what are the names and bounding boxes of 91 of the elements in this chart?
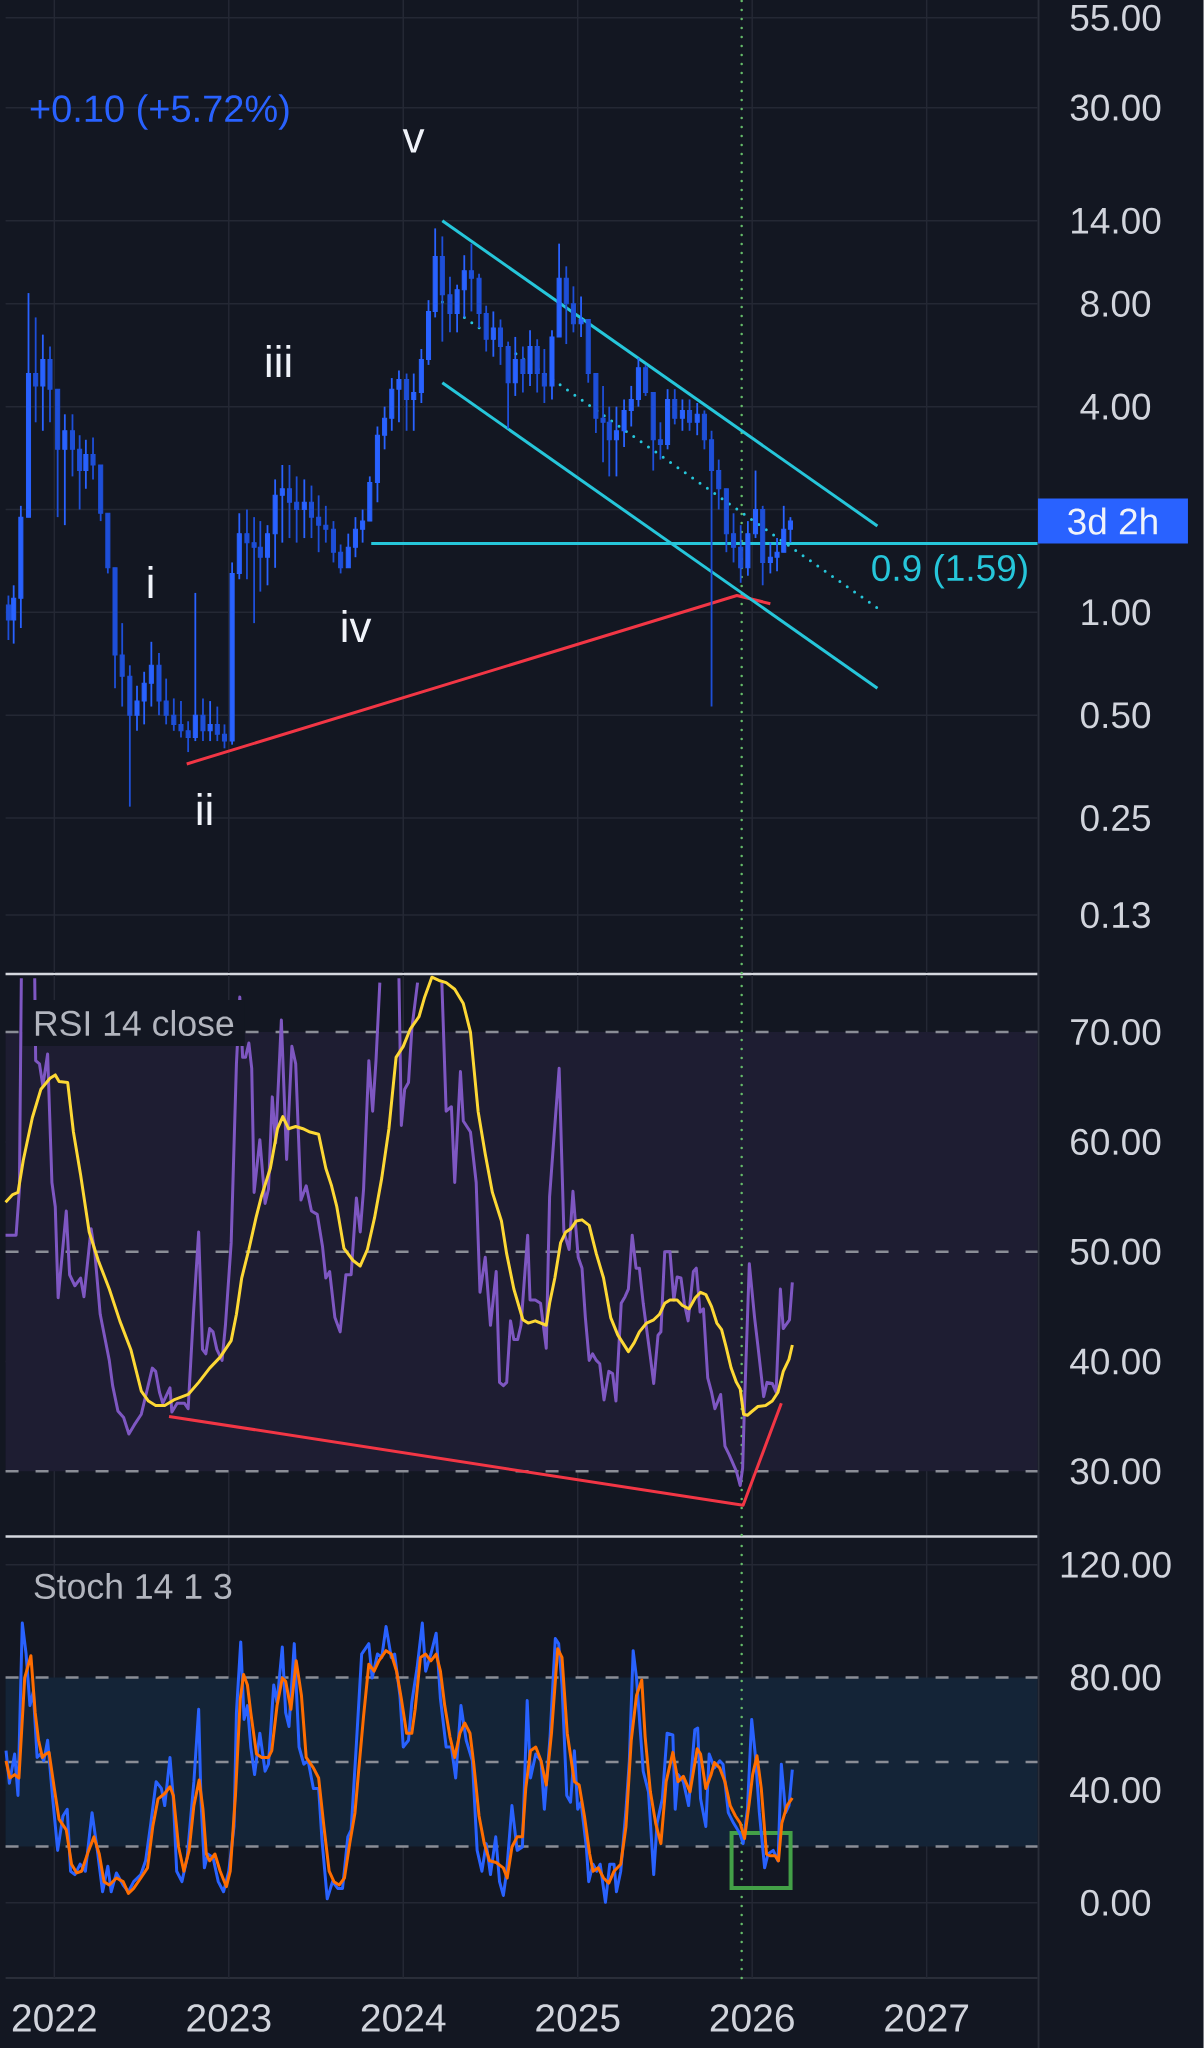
- candlestick: [353, 516, 359, 559]
- y-tick-label: 70.00: [1071, 1018, 1161, 1046]
- text: RSI 14 close: [36, 1009, 234, 1037]
- candlestick: [491, 310, 497, 358]
- candlestick: [520, 345, 526, 394]
- y-tick-label: 30.00: [1070, 1458, 1161, 1485]
- candlestick: [90, 436, 96, 481]
- y-tick-label: 60.00: [1071, 1128, 1161, 1156]
- candlestick: [454, 283, 460, 334]
- candlestick: [680, 398, 686, 432]
- candlestick: [628, 385, 634, 428]
- annotation: iii: [267, 345, 291, 377]
- x-tick-label: 2027: [885, 2004, 969, 2032]
- y-tick-label: 0.00: [1081, 1889, 1151, 1916]
- candlestick: [345, 532, 352, 569]
- candlestick: [512, 336, 519, 397]
- candlestick: [119, 622, 125, 708]
- y-tick-label: 0.13: [1081, 901, 1151, 929]
- y-tick-label: 120.00: [1062, 1551, 1171, 1578]
- candlestick: [658, 421, 664, 461]
- candlestick: [614, 405, 620, 478]
- candlestick: [316, 494, 322, 554]
- candlestick: [672, 388, 678, 426]
- text: 3d 2h: [1068, 507, 1158, 535]
- candlestick: [461, 254, 468, 319]
- y-tick-label: 1.00: [1082, 599, 1151, 626]
- text: +0.10 (+5.72%): [31, 94, 289, 130]
- candlestick: [731, 512, 737, 564]
- text: Stoch 14 1 3: [34, 1572, 232, 1600]
- candlestick: [716, 458, 722, 511]
- y-tick-label: 0.50: [1081, 702, 1151, 729]
- candlestick: [694, 402, 700, 437]
- candlestick: [338, 543, 344, 575]
- y-tick-label: 50.00: [1070, 1238, 1161, 1265]
- y-tick-label: 30.00: [1070, 94, 1161, 121]
- candlestick: [738, 524, 744, 584]
- candlestick: [309, 484, 315, 539]
- candlestick: [360, 508, 366, 544]
- candlestick: [62, 413, 68, 527]
- candlestick: [411, 372, 417, 432]
- annotation: ii: [197, 793, 212, 825]
- x-tick-label: 2023: [187, 2004, 271, 2032]
- candlestick: [207, 700, 213, 742]
- candlestick: [323, 504, 329, 544]
- y-tick-label: 14.00: [1072, 207, 1161, 234]
- candlestick: [788, 516, 794, 544]
- candlestick: [70, 413, 76, 478]
- candlestick: [571, 285, 577, 334]
- candlestick: [287, 464, 293, 539]
- annotation: i: [148, 566, 153, 598]
- candlestick: [542, 348, 548, 404]
- candlestick: [396, 369, 402, 424]
- candlestick: [149, 640, 155, 708]
- candlestick: [447, 275, 453, 334]
- candlestick: [687, 398, 693, 432]
- candlestick: [301, 478, 308, 539]
- y-tick-label: 4.00: [1080, 393, 1151, 420]
- x-tick-label: 2026: [711, 2004, 795, 2032]
- candlestick: [280, 464, 286, 544]
- x-tick-label: 2022: [13, 2004, 96, 2032]
- candlestick: [193, 592, 199, 742]
- y-tick-label: 8.00: [1081, 290, 1151, 317]
- y-tick-label: 40.00: [1070, 1776, 1161, 1804]
- candlestick: [621, 398, 627, 448]
- annotation: v: [402, 129, 425, 153]
- candlestick: [294, 475, 300, 544]
- candlestick: [215, 705, 221, 742]
- candlestick: [77, 434, 83, 511]
- candlestick: [382, 405, 388, 451]
- candlestick: [200, 697, 206, 742]
- candlestick: [469, 242, 475, 313]
- candlestick: [404, 372, 410, 432]
- candlestick: [578, 295, 584, 338]
- candlestick: [171, 697, 177, 732]
- candlestick: [265, 524, 271, 587]
- candlestick: [83, 438, 89, 490]
- candlestick: [6, 594, 12, 641]
- candlestick: [33, 316, 39, 424]
- series-label: 0.9 (1.59): [872, 553, 1028, 589]
- y-tick-label: 55.00: [1070, 4, 1161, 31]
- y-tick-label: 40.00: [1070, 1348, 1161, 1375]
- x-tick-label: 2025: [536, 2004, 620, 2032]
- candlestick: [498, 318, 504, 366]
- y-tick-label: 0.25: [1081, 804, 1151, 832]
- candlestick: [222, 723, 228, 750]
- annotation: iv: [342, 610, 372, 642]
- candlestick: [709, 429, 715, 708]
- candlestick: [11, 584, 17, 645]
- x-tick-label: 2024: [362, 2004, 446, 2032]
- candlestick: [331, 520, 337, 564]
- y-tick-label: 80.00: [1071, 1664, 1161, 1691]
